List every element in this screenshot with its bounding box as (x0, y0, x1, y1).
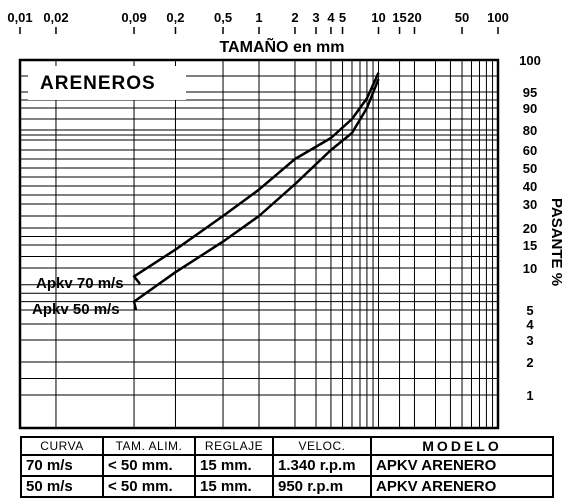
table-row: 70 m/s < 50 mm. 15 mm. 1.340 r.p.m APKV … (20, 454, 554, 477)
series-line (132, 72, 380, 285)
cell-tam-alim: < 50 mm. (102, 475, 196, 498)
cell-veloc: 1.340 r.p.m (272, 454, 372, 477)
x-tick-label: 2 (291, 10, 298, 25)
chart-title: ARENEROS (40, 73, 156, 94)
x-tick-label: 0,01 (7, 10, 32, 25)
grid-lines (20, 60, 498, 428)
x-tick-label: 50 (455, 10, 469, 25)
header-modelo: MODELO (370, 436, 554, 456)
y-tick-label: 4 (526, 317, 534, 332)
x-tick-label: 10 (371, 10, 385, 25)
y-tick-label: 95 (523, 85, 537, 100)
x-tick-label: 0,2 (166, 10, 184, 25)
header-tam-alim: TAM. ALIM. (102, 436, 196, 456)
cell-curva: 70 m/s (20, 454, 104, 477)
plot-frame (18, 58, 500, 430)
table-row: 50 m/s < 50 mm. 15 mm. 950 r.p.m APKV AR… (20, 475, 554, 498)
x-axis-title: TAMAÑO en mm (219, 36, 344, 56)
series-layer: Apkv 70 m/s Apkv 50 m/s (32, 72, 380, 318)
x-tick-label: 3 (312, 10, 319, 25)
x-tick-label: 15 (392, 10, 406, 25)
y-tick-label: 30 (523, 197, 537, 212)
y-tick-label: 15 (523, 238, 537, 253)
x-tick-label: 0,02 (43, 10, 68, 25)
series-label: Apkv 70 m/s (36, 275, 124, 292)
cell-veloc: 950 r.p.m (272, 475, 372, 498)
spec-table: CURVA TAM. ALIM. REGLAJE VELOC. MODELO 7… (20, 436, 554, 498)
y-tick-label: 80 (523, 123, 537, 138)
y-tick-label: 100 (519, 53, 541, 68)
x-tick-label: 0,09 (121, 10, 146, 25)
y-tick-label: 90 (523, 101, 537, 116)
spec-table-header: CURVA TAM. ALIM. REGLAJE VELOC. MODELO (20, 436, 554, 456)
x-tick-labels: 0,01 0,02 0,09 0,2 0,5 1 2 3 4 5 10 15 20 50 100 (7, 10, 509, 34)
y-tick-label: 50 (523, 161, 537, 176)
y-tick-label: 3 (526, 333, 533, 348)
header-reglaje: REGLAJE (194, 436, 274, 456)
cell-tam-alim: < 50 mm. (102, 454, 196, 477)
title-box (28, 66, 186, 100)
header-curva: CURVA (20, 436, 104, 456)
series-line (132, 78, 380, 311)
cell-curva: 50 m/s (20, 475, 104, 498)
y-tick-label: 1 (526, 388, 533, 403)
x-tick-label: 20 (407, 10, 421, 25)
series-label: Apkv 50 m/s (32, 301, 120, 318)
x-tick-label: 100 (487, 10, 509, 25)
cell-reglaje: 15 mm. (194, 454, 274, 477)
y-tick-label: 10 (523, 261, 537, 276)
cell-modelo: APKV ARENERO (370, 475, 554, 498)
x-tick-label: 4 (327, 10, 335, 25)
x-tick-label: 0,5 (214, 10, 232, 25)
y-tick-label: 5 (526, 303, 533, 318)
cell-modelo: APKV ARENERO (370, 454, 554, 477)
y-tick-label: 20 (523, 221, 537, 236)
y-axis-title: PASANTE % (548, 198, 565, 286)
cell-reglaje: 15 mm. (194, 475, 274, 498)
x-tick-label: 1 (255, 10, 262, 25)
header-veloc: VELOC. (272, 436, 372, 456)
x-tick-label: 5 (339, 10, 346, 25)
y-tick-label: 60 (523, 143, 537, 158)
y-tick-label: 2 (526, 355, 533, 370)
y-tick-label: 40 (523, 179, 537, 194)
